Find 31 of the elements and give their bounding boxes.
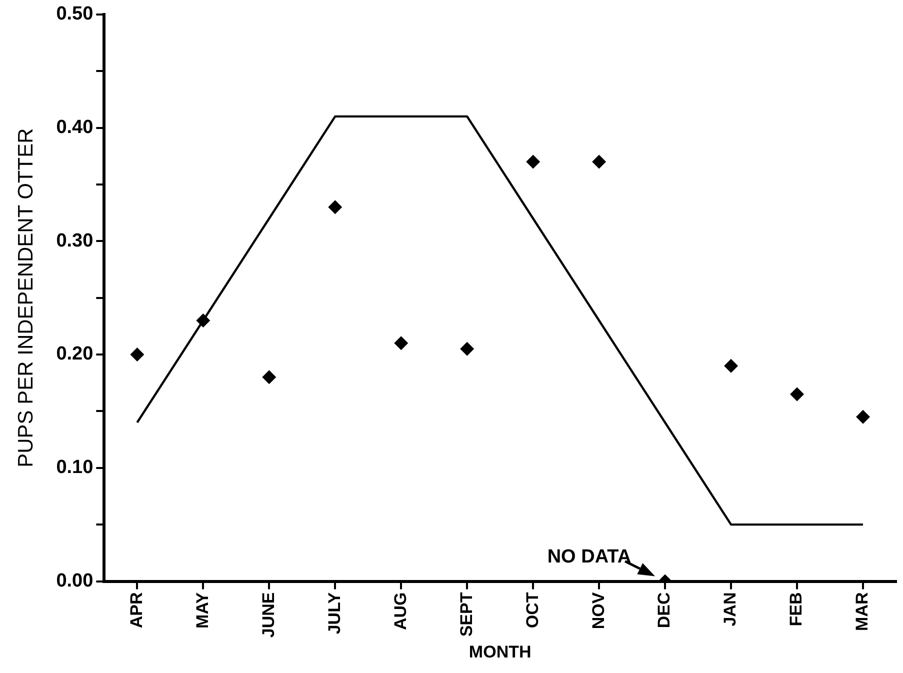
y-tick-label: 0.10 [56,457,94,478]
point [526,154,540,169]
y-tick-label: 0.30 [56,230,94,252]
x-tick-label: JAN [720,592,740,626]
point [130,348,144,362]
x-tick-label: MAR [852,592,872,631]
x-tick-label: OCT [522,592,542,628]
x-tick-label: JULY [324,592,344,634]
point [856,410,870,424]
point [790,387,804,402]
y-tick-label: 0.20 [56,344,94,365]
y-tick-label: 0.50 [56,4,94,25]
point [724,358,738,373]
x-axis-title: MONTH [468,642,532,662]
point [460,342,474,356]
x-tick-label: FEB [786,592,806,626]
x-tick-label: AUG [390,592,410,630]
annotation: NO DATA [547,546,632,568]
x-tick-label: NOV [588,592,608,630]
point [394,336,408,350]
x-tick-label: JUNE [258,592,278,638]
y-tick-label: 0.00 [56,570,94,592]
point [262,370,276,384]
point [592,154,606,169]
y-axis-title: PUPS PER INDEPENDENT OTTER [14,128,38,468]
x-tick-label: MAY [192,592,212,628]
x-tick-label: SEPT [456,592,476,637]
x-tick-label: APR [126,592,146,628]
y-tick-label: 0.40 [56,117,94,138]
x-tick-label: DEC [654,592,674,628]
point [328,200,342,214]
